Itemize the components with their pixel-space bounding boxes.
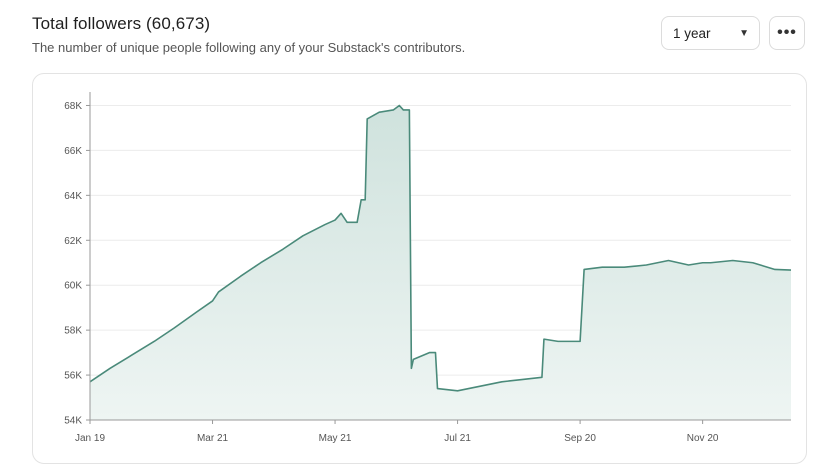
y-tick-label: 66K bbox=[64, 146, 82, 157]
y-tick-label: 58K bbox=[64, 326, 82, 337]
x-tick-label: Nov 20 bbox=[687, 433, 719, 444]
chart-axes: 54K 56K 58K 60K 62K 64K 66K 68K Jan 19 Mar 21 May … bbox=[64, 92, 791, 444]
x-tick-label: Jul 21 bbox=[444, 433, 471, 444]
x-tick-label: May 21 bbox=[319, 433, 352, 444]
followers-line bbox=[89, 104, 792, 392]
page-subtitle: The number of unique people following an… bbox=[32, 40, 466, 55]
followers-area bbox=[90, 105, 791, 420]
x-tick-label: Mar 21 bbox=[197, 433, 229, 444]
y-tick-label: 56K bbox=[64, 371, 82, 382]
x-tick-label: Sep 20 bbox=[564, 433, 596, 444]
x-tick-label: Jan 19 bbox=[75, 433, 105, 444]
y-tick-label: 60K bbox=[64, 281, 82, 292]
more-options-button[interactable]: ••• bbox=[769, 16, 805, 50]
time-range-select[interactable]: 1 year ▼ bbox=[661, 16, 760, 50]
y-tick-label: 54K bbox=[64, 416, 82, 427]
y-tick-label: 68K bbox=[64, 101, 82, 112]
caret-down-icon: ▼ bbox=[739, 27, 749, 39]
y-tick-label: 62K bbox=[64, 236, 82, 247]
y-tick-label: 64K bbox=[64, 191, 82, 202]
page-title: Total followers (60,673) bbox=[32, 14, 211, 33]
time-range-value: 1 year bbox=[673, 25, 711, 41]
